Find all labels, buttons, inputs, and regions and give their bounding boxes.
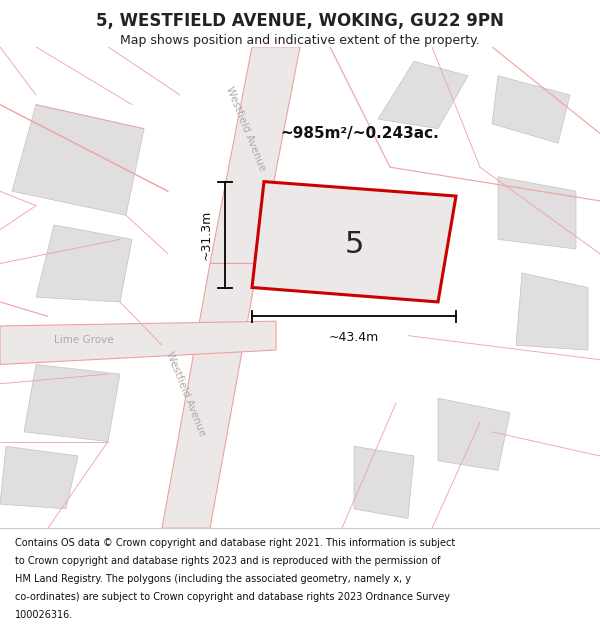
Polygon shape	[162, 264, 258, 528]
Polygon shape	[0, 321, 276, 364]
Polygon shape	[12, 104, 144, 215]
Text: 100026316.: 100026316.	[15, 609, 73, 619]
Text: Map shows position and indicative extent of the property.: Map shows position and indicative extent…	[120, 34, 480, 47]
Text: Westfield Avenue: Westfield Avenue	[224, 85, 268, 172]
Text: HM Land Registry. The polygons (including the associated geometry, namely x, y: HM Land Registry. The polygons (includin…	[15, 574, 411, 584]
Polygon shape	[24, 364, 120, 441]
Polygon shape	[36, 225, 132, 302]
Polygon shape	[0, 446, 78, 509]
Polygon shape	[516, 273, 588, 350]
Text: ~985m²/~0.243ac.: ~985m²/~0.243ac.	[281, 126, 439, 141]
Polygon shape	[252, 182, 456, 302]
Text: Lime Grove: Lime Grove	[54, 336, 114, 346]
Text: to Crown copyright and database rights 2023 and is reproduced with the permissio: to Crown copyright and database rights 2…	[15, 556, 440, 566]
Text: 5: 5	[344, 229, 364, 259]
Text: Westfield Avenue: Westfield Avenue	[164, 349, 208, 437]
Text: ~31.3m: ~31.3m	[200, 209, 213, 260]
Polygon shape	[210, 47, 300, 264]
Text: 5, WESTFIELD AVENUE, WOKING, GU22 9PN: 5, WESTFIELD AVENUE, WOKING, GU22 9PN	[96, 12, 504, 30]
Polygon shape	[378, 61, 468, 129]
Polygon shape	[498, 177, 576, 249]
Text: co-ordinates) are subject to Crown copyright and database rights 2023 Ordnance S: co-ordinates) are subject to Crown copyr…	[15, 592, 450, 602]
Text: ~43.4m: ~43.4m	[329, 331, 379, 344]
Polygon shape	[354, 446, 414, 519]
Polygon shape	[492, 76, 570, 143]
Text: Contains OS data © Crown copyright and database right 2021. This information is : Contains OS data © Crown copyright and d…	[15, 538, 455, 548]
Polygon shape	[438, 398, 510, 471]
